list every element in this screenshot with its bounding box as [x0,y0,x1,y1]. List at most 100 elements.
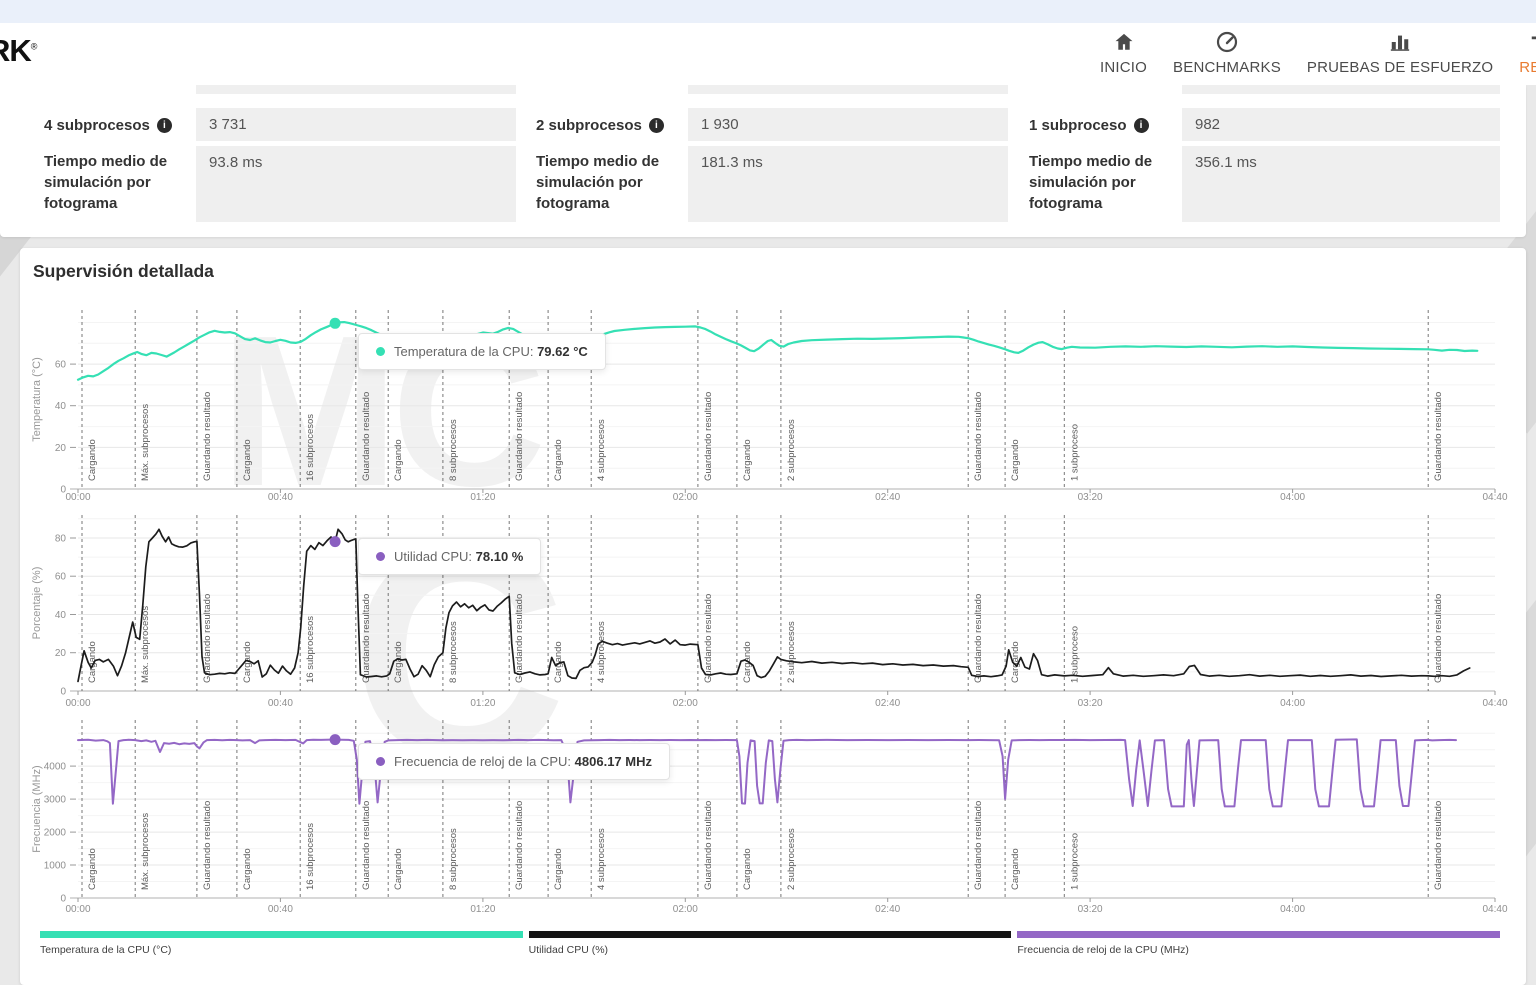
results-summary-panel: 4 subprocesos i 3 731 Tiempo medio de sim… [0,85,1526,237]
score-value: 1 930 [688,108,1008,141]
svg-text:0: 0 [60,687,66,698]
legend-swatch-purple [1017,931,1501,938]
svg-text:Guardando resultado: Guardando resultado [202,392,213,481]
sim-time-value: 356.1 ms [1182,146,1500,222]
clipped-field [1182,85,1500,94]
home-icon [1113,30,1135,54]
sim-time-value: 181.3 ms [688,146,1008,222]
svg-text:60: 60 [55,572,67,583]
info-icon[interactable]: i [1133,118,1149,133]
svg-text:Cargando: Cargando [742,439,753,481]
tooltip-utilization: Utilidad CPU: 78.10 % [358,538,542,575]
svg-text:Cargando: Cargando [87,439,98,481]
legend-item-temperature[interactable]: Temperatura de la CPU (°C) [40,931,523,956]
svg-text:Guardando resultado: Guardando resultado [703,801,714,890]
threads-label-4: 4 subprocesos i [44,109,172,142]
nav-item-benchmarks[interactable]: BENCHMARKS [1173,30,1281,76]
svg-text:Cargando: Cargando [242,848,253,890]
legend-dot-teal [376,347,385,356]
svg-text:40: 40 [55,610,67,621]
svg-text:02:40: 02:40 [875,904,900,915]
svg-text:00:00: 00:00 [65,698,90,709]
sim-time-label: Tiempo medio de simulación por fotograma [1029,153,1153,212]
svg-text:Máx. subprocesos: Máx. subprocesos [140,813,151,890]
svg-text:1 subproceso: 1 subproceso [1069,424,1080,481]
svg-text:Guardando resultado: Guardando resultado [703,594,714,683]
svg-text:02:00: 02:00 [673,698,698,709]
svg-text:Porcentaje (%): Porcentaje (%) [31,567,43,640]
svg-text:2 subprocesos: 2 subprocesos [786,621,797,683]
brand-logo: RK® [0,33,38,68]
svg-text:Guardando resultado: Guardando resultado [1433,594,1444,683]
legend-dot-purple [376,552,385,561]
svg-text:00:00: 00:00 [65,492,90,503]
svg-text:2000: 2000 [44,828,67,839]
legend-swatch-black [528,931,1012,938]
svg-text:Temperatura (°C): Temperatura (°C) [31,357,43,441]
tooltip-temperature: Temperatura de la CPU: 79.62 °C [358,333,606,370]
nav-item-pruebas-de-esfuerzo[interactable]: PRUEBAS DE ESFUERZO [1307,30,1493,76]
nav-label: INICIO [1100,59,1148,76]
svg-text:04:00: 04:00 [1280,492,1305,503]
svg-text:1 subproceso: 1 subproceso [1069,626,1080,683]
nav-item-resultados-clipped[interactable]: RESU [1519,30,1536,76]
chart-legend: Temperatura de la CPU (°C) Utilidad CPU … [40,931,1501,956]
score-value: 982 [1182,108,1500,141]
svg-text:00:40: 00:40 [268,492,293,503]
svg-text:01:20: 01:20 [470,904,495,915]
svg-text:3000: 3000 [44,795,67,806]
legend-item-frequency[interactable]: Frecuencia de reloj de la CPU (MHz) [1017,931,1501,956]
svg-text:60: 60 [55,360,67,371]
svg-text:80: 80 [55,534,67,545]
svg-text:01:20: 01:20 [470,698,495,709]
svg-text:20: 20 [55,443,67,454]
svg-text:04:40: 04:40 [1482,904,1507,915]
legend-item-utilization[interactable]: Utilidad CPU (%) [528,931,1012,956]
svg-text:03:20: 03:20 [1078,492,1103,503]
svg-text:Máx. subprocesos: Máx. subprocesos [140,606,151,683]
svg-text:2 subprocesos: 2 subprocesos [786,419,797,481]
info-icon[interactable]: i [156,118,172,133]
svg-text:04:40: 04:40 [1482,492,1507,503]
detailed-monitoring-card: Supervisión detallada MC C 0 20 40 60 Temper… [20,248,1526,985]
info-icon[interactable]: i [648,118,664,133]
svg-text:00:00: 00:00 [65,904,90,915]
svg-text:02:40: 02:40 [875,698,900,709]
svg-text:Guardando resultado: Guardando resultado [1433,801,1444,890]
svg-text:4 subprocesos: 4 subprocesos [596,419,607,481]
clipped-field [196,85,516,94]
legend-swatch-teal [40,931,523,938]
svg-text:Cargando: Cargando [1010,848,1021,890]
browser-top-strip [0,0,1536,23]
gauge-icon [1215,30,1239,54]
svg-text:1000: 1000 [44,861,67,872]
svg-text:Cargando: Cargando [242,439,253,481]
svg-text:4000: 4000 [44,762,67,773]
svg-text:02:00: 02:00 [673,904,698,915]
score-value: 3 731 [196,108,516,141]
svg-text:Guardando resultado: Guardando resultado [973,594,984,683]
registered-mark: ® [30,41,38,52]
svg-text:02:40: 02:40 [875,492,900,503]
nav-item-inicio[interactable]: INICIO [1100,30,1147,76]
svg-text:Cargando: Cargando [553,641,564,683]
svg-text:4 subprocesos: 4 subprocesos [596,621,607,683]
svg-text:Guardando resultado: Guardando resultado [202,801,213,890]
svg-text:4 subprocesos: 4 subprocesos [596,828,607,890]
svg-text:Guardando resultado: Guardando resultado [1433,392,1444,481]
svg-text:04:00: 04:00 [1280,698,1305,709]
threads-label-1: 1 subproceso i [1029,109,1149,142]
svg-text:03:20: 03:20 [1078,698,1103,709]
sim-time-label: Tiempo medio de simulación por fotograma [44,153,168,212]
svg-text:Guardando resultado: Guardando resultado [361,392,372,481]
svg-text:Guardando resultado: Guardando resultado [703,392,714,481]
svg-text:Cargando: Cargando [87,641,98,683]
svg-text:8 subprocesos: 8 subprocesos [448,828,459,890]
charts-canvas[interactable]: 0 20 40 60 Temperatura (°C) 00:00 00:40 01:20 02… [20,248,1526,985]
svg-text:Cargando: Cargando [553,439,564,481]
svg-text:Cargando: Cargando [87,848,98,890]
svg-text:03:20: 03:20 [1078,904,1103,915]
nav-label: RESU [1519,59,1536,76]
tooltip-frequency: Frecuencia de reloj de la CPU: 4806.17 M… [358,743,670,780]
svg-text:Cargando: Cargando [1010,641,1021,683]
